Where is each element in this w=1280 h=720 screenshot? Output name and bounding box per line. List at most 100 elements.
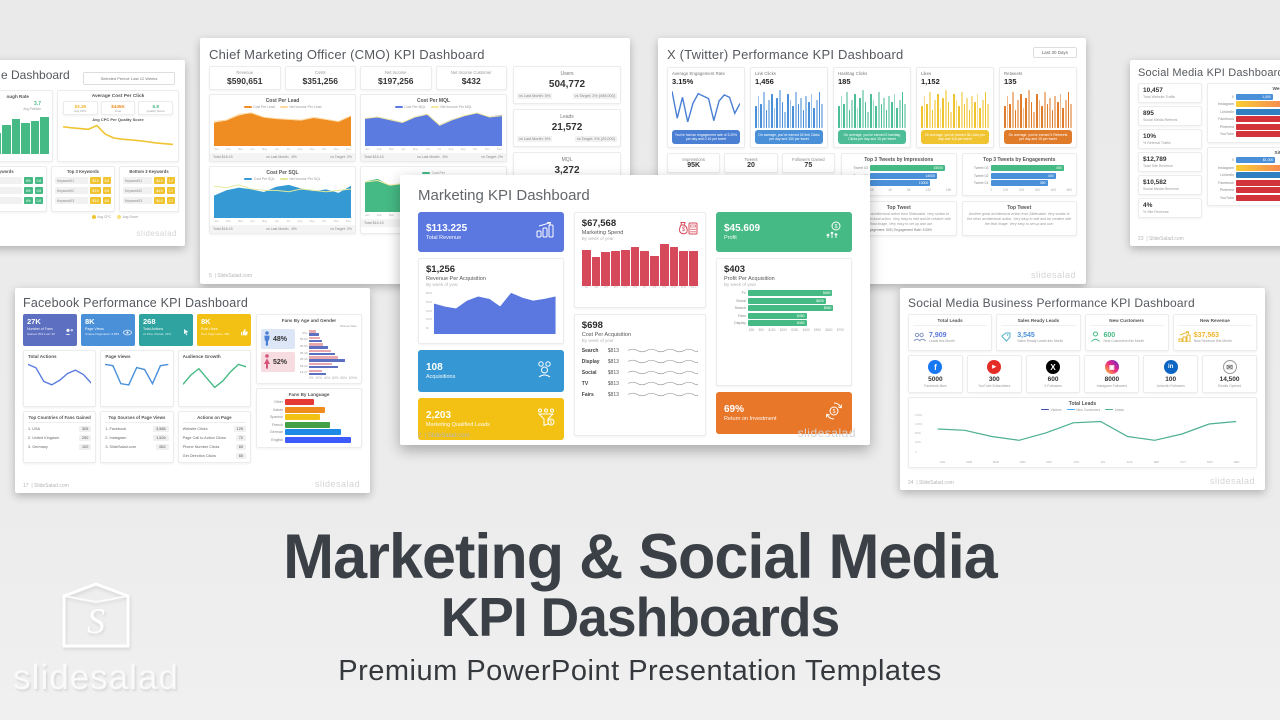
- tick-label: Jul: [437, 147, 441, 151]
- card-likes: Likes 1,152 On average, you've earned 38 …: [916, 67, 994, 149]
- bar: [1011, 92, 1014, 128]
- youtube-icon: ▶: [987, 360, 1002, 374]
- bar: [800, 98, 802, 128]
- leads-people-icon: [913, 329, 926, 347]
- age-label: 25-34: [299, 357, 308, 362]
- kpi-page-views: 8K Page Views Unique Pageviews: 6,859: [81, 314, 135, 346]
- tick-label: JAN: [939, 459, 946, 464]
- tick-label: 8K: [907, 187, 911, 192]
- rate-panel: ough Rate 3.7 Avg Position: [0, 90, 53, 162]
- tick-label: Oct: [472, 147, 478, 151]
- bar: [958, 106, 960, 128]
- y-axis-ticks: $800 $600 $400 $200 $0: [426, 290, 434, 334]
- bar: [1236, 194, 1280, 201]
- x-axis-labels: JAN FEB MAR APR MAY JUN JUL AUG SEP OCT NOV DEC: [915, 460, 1250, 464]
- keyword-rows: Keyword01 $3.6 6.8 Keyword02 $3.6 6.8 Keyword0…: [55, 177, 111, 204]
- bar-row: Tweet 03 15000: [846, 165, 952, 172]
- keyword-row: Keyword03 $4.6 1.2: [123, 197, 175, 204]
- age-label: 65+: [302, 330, 308, 335]
- tick-label: Mar: [238, 147, 243, 151]
- legend-swatch: [1041, 408, 1050, 411]
- keyword-label: Keyword03: [123, 197, 153, 204]
- tick-label: May: [261, 147, 268, 151]
- men-bar: [309, 365, 338, 369]
- bar-row: French: [261, 421, 357, 428]
- keyword-label: Keyword01: [0, 177, 22, 184]
- gold-bars-icon: [1178, 329, 1191, 347]
- tick-label: 60%: [332, 376, 339, 381]
- bar: [1017, 100, 1019, 128]
- eye-icon: [123, 323, 132, 341]
- bar: [781, 102, 784, 128]
- metric-note: On average, you've earned 38 Likes per d…: [921, 130, 989, 145]
- bar: [1041, 106, 1043, 128]
- item-label: Page Call to Action Clicks: [182, 436, 226, 440]
- bar: [757, 96, 760, 128]
- stat-total-leads: Total Leads 7,909 Leads this Month: [908, 314, 993, 351]
- slide-social-business-dashboard: Social Media Business Performance KPI Da…: [900, 288, 1265, 490]
- tick-label: -$50: [747, 327, 755, 332]
- bar: [901, 92, 904, 128]
- list-item: 1. Facebook 3,586: [105, 426, 169, 432]
- list-item: Get Direction Clicks 65: [183, 453, 246, 459]
- legend-swatch: [243, 106, 252, 108]
- x-axis-labels: Jan Feb Mar Apr May Jun Jul Aug Sep Oct Nov Dec: [214, 147, 351, 151]
- stat-avg-cpc: $3.36 Avg CPC: [63, 101, 98, 115]
- metric-referral-traffic: 10%% Referral Traffic: [1138, 129, 1202, 149]
- list-item: 3. Germany 100: [28, 444, 92, 450]
- bar: [620, 249, 630, 286]
- bar-value: 350: [1039, 181, 1046, 186]
- sparkline: [627, 358, 698, 365]
- card-marketing-qualified-leads: 2,203 Marketing Qualified Leads $: [418, 398, 564, 440]
- tick-label: $650: [825, 327, 833, 332]
- x-icon: X: [1046, 360, 1061, 374]
- last-30-days-button[interactable]: Last 30 Days: [1032, 47, 1077, 58]
- channel-value: $813: [607, 369, 619, 376]
- tweet-text: Another great architectural action from …: [846, 212, 951, 226]
- sparkline: [627, 369, 698, 376]
- cursor-click-icon: [182, 323, 190, 341]
- tick-label: 100: [1002, 187, 1009, 192]
- logo-wordmark: slidesalad: [13, 658, 179, 697]
- logo-letter: S: [87, 601, 105, 641]
- bar: [1022, 108, 1025, 128]
- legend-label: Cost Per: [431, 171, 445, 175]
- x-axis-labels: 0% 20% 40% 60% 80% 100%: [298, 376, 357, 380]
- footer-site: | SlideSalad.com: [1146, 236, 1184, 242]
- keyword-badge: 6.8: [102, 197, 111, 204]
- tick-label: Feb: [225, 219, 231, 223]
- x-axis-labels: W1 W2 W3 W4 W5 W6 W7 W8 W9 W10 W11 W12: [582, 286, 698, 289]
- bar: [950, 112, 952, 128]
- stat-new-customers: New Customers 600 New Customers this Mont…: [1084, 314, 1169, 351]
- slidesalad-watermark: slidesalad: [797, 426, 856, 440]
- bar: [904, 104, 907, 128]
- bar: [630, 246, 640, 286]
- bar: [1236, 131, 1280, 137]
- legend-avg-score: Avg Score: [117, 215, 138, 219]
- keyword-label: Keyword01: [55, 177, 89, 184]
- chart-title: Audience Growth: [182, 354, 221, 359]
- tick-label: Jan: [365, 213, 370, 217]
- bar: [1236, 116, 1280, 122]
- bar-label: English: [271, 437, 283, 442]
- bar-label: LinkedIn: [1220, 173, 1234, 177]
- bar: 350: [990, 180, 1048, 187]
- slide-marketing-dashboard: Marketing KPI Dashboard $113.225 Total Re…: [400, 175, 870, 445]
- keyword-label: Keyword01: [123, 177, 153, 184]
- bar: [869, 94, 872, 128]
- metric-note: On average, you've earned 5 Retweets per…: [1004, 130, 1072, 145]
- women-bar: [309, 330, 317, 333]
- legend-swatch: [430, 106, 439, 108]
- legend-label: Cost Per Lead: [253, 105, 275, 109]
- tick-label: Sep: [309, 147, 315, 151]
- legend-swatch: [279, 178, 288, 180]
- page-number: 2: [418, 433, 422, 439]
- item-label: 2. United Kingdom: [28, 436, 60, 440]
- svg-text:$: $: [682, 227, 686, 233]
- period-selector-button[interactable]: Selected Period: Last 12 Weeks: [83, 72, 175, 85]
- bar: [784, 112, 786, 128]
- chart-legend: Cost Per: [365, 171, 502, 175]
- bar: [679, 251, 689, 286]
- bar-label: Pinterest: [1219, 188, 1234, 192]
- bar-label: Italian: [273, 407, 283, 412]
